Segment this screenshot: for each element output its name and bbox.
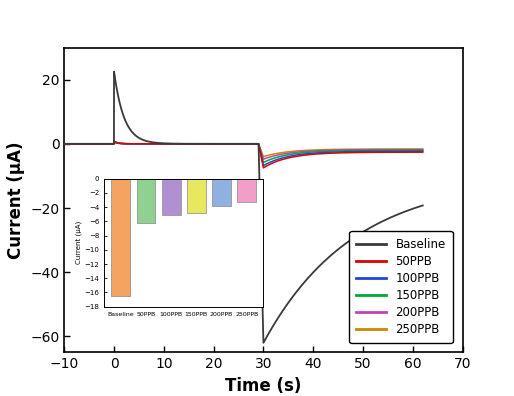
100PPB [150, 141, 156, 146]
150PPB [111, 139, 117, 144]
200PPB [111, 140, 117, 145]
100PPB [111, 139, 117, 144]
50PPB [260, 166, 266, 170]
250PPB [324, 147, 330, 152]
Line: 200PPB: 200PPB [64, 142, 423, 159]
250PPB [411, 147, 417, 151]
250PPB [348, 147, 355, 152]
200PPB [411, 147, 417, 152]
Baseline [411, 206, 417, 211]
50PPB [292, 154, 299, 159]
200PPB [324, 148, 330, 153]
250PPB [292, 149, 299, 154]
Baseline [292, 291, 299, 295]
100PPB [348, 149, 355, 154]
100PPB [324, 150, 330, 155]
X-axis label: Time (s): Time (s) [225, 377, 302, 395]
250PPB [383, 147, 390, 151]
250PPB [260, 154, 266, 159]
150PPB [260, 160, 266, 165]
Baseline [260, 341, 266, 345]
100PPB [411, 149, 417, 154]
250PPB [61, 141, 67, 146]
150PPB [420, 148, 426, 152]
200PPB [292, 150, 299, 154]
200PPB [420, 147, 426, 152]
50PPB [420, 150, 426, 154]
100PPB [61, 141, 67, 146]
150PPB [383, 148, 390, 153]
Line: Baseline: Baseline [64, 72, 423, 343]
Baseline [348, 237, 355, 242]
50PPB [150, 141, 156, 146]
Line: 150PPB: 150PPB [64, 142, 423, 162]
50PPB [348, 150, 355, 155]
Line: 250PPB: 250PPB [64, 143, 423, 157]
Line: 50PPB: 50PPB [64, 141, 423, 168]
Line: 100PPB: 100PPB [64, 141, 423, 166]
150PPB [292, 151, 299, 156]
Baseline [324, 257, 330, 261]
Legend: Baseline, 50PPB, 100PPB, 150PPB, 200PPB, 250PPB: Baseline, 50PPB, 100PPB, 150PPB, 200PPB,… [350, 230, 453, 343]
50PPB [411, 150, 417, 154]
200PPB [383, 147, 390, 152]
50PPB [383, 150, 390, 155]
150PPB [348, 148, 355, 153]
50PPB [61, 141, 67, 146]
100PPB [260, 163, 266, 168]
200PPB [150, 141, 156, 146]
150PPB [150, 141, 156, 146]
150PPB [324, 149, 330, 154]
100PPB [383, 149, 390, 154]
150PPB [61, 141, 67, 146]
200PPB [260, 157, 266, 162]
Baseline [111, 69, 117, 74]
200PPB [61, 141, 67, 146]
200PPB [348, 147, 355, 152]
Baseline [61, 141, 67, 146]
100PPB [420, 149, 426, 154]
50PPB [324, 151, 330, 156]
250PPB [111, 140, 117, 145]
Y-axis label: Current (μA): Current (μA) [7, 141, 25, 259]
100PPB [292, 153, 299, 158]
50PPB [111, 139, 117, 144]
150PPB [411, 148, 417, 152]
Baseline [420, 203, 426, 208]
250PPB [150, 141, 156, 146]
Baseline [150, 140, 156, 145]
250PPB [420, 147, 426, 151]
Baseline [383, 217, 390, 222]
